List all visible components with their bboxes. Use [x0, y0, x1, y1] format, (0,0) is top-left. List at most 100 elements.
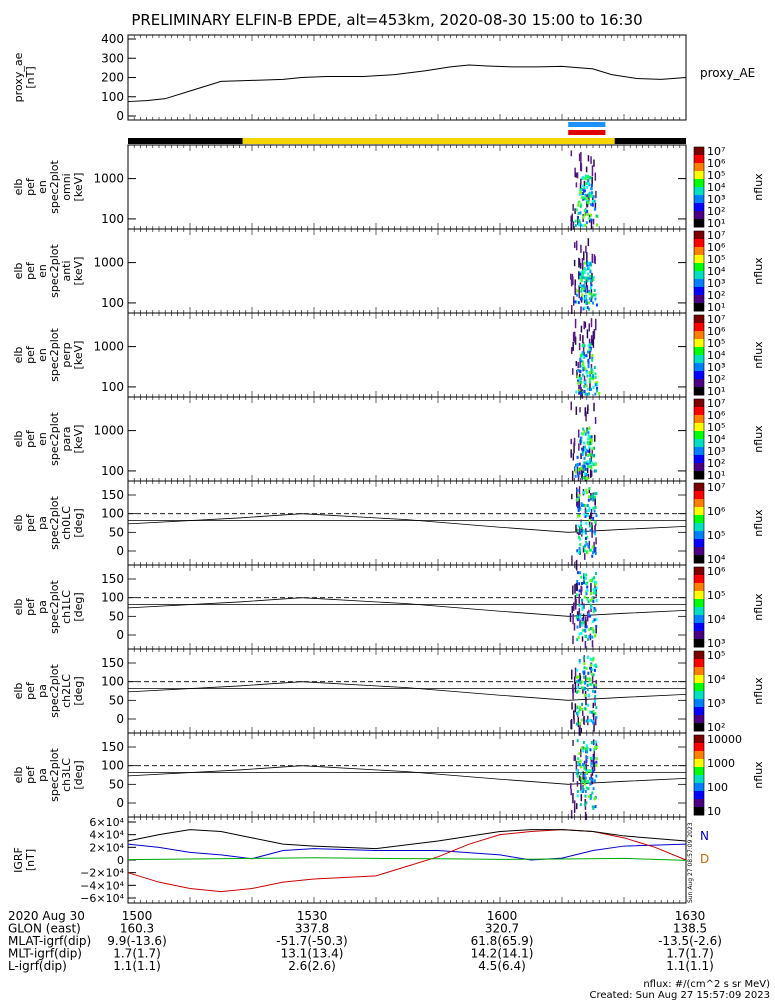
colorbar-tick: 10¹ — [707, 301, 725, 314]
spectrogram-pixel — [590, 203, 593, 207]
spectrogram-pixel — [586, 677, 589, 681]
spectrogram-pixel — [582, 686, 585, 690]
spectrogram-dash — [586, 329, 589, 339]
spectrogram-pixel — [588, 348, 591, 352]
colorbar-swatch — [694, 147, 704, 156]
spectrogram-dash — [582, 687, 584, 694]
spectrogram-pixel — [580, 364, 583, 368]
spectrogram-pixel — [585, 354, 588, 358]
colorbar-swatch — [694, 531, 704, 540]
spectrogram-dash — [580, 585, 582, 596]
spectrogram-pixel — [585, 666, 588, 670]
spectrogram-pixel — [584, 286, 587, 290]
spectrogram-dash — [585, 763, 588, 773]
spectrogram-dash — [591, 253, 594, 264]
spectrogram-dash — [575, 240, 578, 251]
spectrogram-pixel — [585, 509, 588, 513]
colorbar-tick: 10⁵ — [707, 529, 725, 542]
spectrogram-pixel — [591, 596, 594, 600]
spectrogram-pixel — [583, 687, 586, 691]
spectrogram-pixel — [586, 585, 589, 589]
spectrogram-pixel — [590, 741, 593, 745]
spectrogram-pixel — [583, 464, 586, 468]
spectrogram-pixel — [592, 787, 595, 791]
spectrogram-pixel — [575, 675, 578, 679]
spectrogram-dash — [587, 193, 590, 202]
spectrogram-pixel — [577, 505, 580, 509]
spectrogram-pixel — [575, 293, 578, 297]
spectrogram-ylabel: [deg] — [72, 676, 85, 705]
spectrogram-pixel — [581, 297, 584, 301]
spectrogram-pixel — [586, 535, 589, 539]
proxy-ae-ylabel: proxy_ae — [12, 52, 25, 102]
spectrogram-dash — [573, 331, 576, 343]
ephem-label: 2020 Aug 30 — [8, 909, 85, 923]
spectrogram-pixel — [579, 440, 582, 444]
spectrogram-pixel — [584, 531, 587, 535]
spectrogram-pixel — [586, 440, 589, 444]
spectrogram-dash — [574, 279, 576, 286]
spectrogram-dash — [592, 709, 595, 718]
spectrogram-pixel — [582, 287, 585, 291]
spectrogram-pixel — [595, 617, 598, 621]
spectrogram-pixel — [582, 363, 585, 367]
spectrogram-pixel — [591, 545, 594, 549]
spectrogram-dash — [591, 525, 593, 534]
colorbar-swatch — [694, 751, 704, 760]
spectrogram-pixel — [586, 179, 589, 183]
colorbar-swatch — [694, 547, 704, 556]
spectrogram-pixel — [593, 453, 596, 457]
spectrogram-pixel — [581, 623, 584, 627]
spectrogram-dash — [592, 338, 595, 348]
colorbar-swatch — [694, 171, 704, 180]
spectrogram-pixel — [584, 776, 587, 780]
colorbar-label: nflux — [752, 509, 765, 537]
spectrogram-pixel — [592, 599, 595, 603]
spectrogram-dash — [591, 165, 594, 177]
igrf-legend-d: D — [700, 852, 709, 866]
spectrogram-ylabel: spec2plot — [48, 160, 61, 214]
spectrogram-pixel — [587, 655, 590, 659]
colorbar-swatch — [694, 271, 704, 280]
spectrogram-dash — [595, 628, 597, 634]
spectrogram-pixel — [583, 661, 586, 665]
spectrogram-pixel — [594, 740, 597, 744]
spectrogram-ylabel: [deg] — [72, 592, 85, 621]
spectrogram-pixel — [593, 576, 596, 580]
spectrogram-pixel — [582, 284, 585, 288]
spectrogram-pixel — [580, 502, 583, 506]
spectrogram-pixel — [580, 352, 583, 356]
colorbar-swatch — [694, 631, 704, 640]
spectrogram-pixel — [588, 509, 591, 513]
spectrogram-pixel — [581, 449, 584, 453]
spectrogram-pixel — [585, 540, 588, 544]
spectrogram-pixel — [578, 505, 581, 509]
proxy-ae-line — [127, 64, 687, 103]
spectrogram-pixel — [586, 374, 589, 378]
colorbar-swatch — [694, 415, 704, 424]
colorbar-swatch — [694, 331, 704, 340]
spectrogram-dash — [592, 331, 595, 339]
colorbar-tick: 10¹ — [707, 385, 725, 398]
spectrogram-pixel — [588, 506, 591, 510]
spectrogram-pixel — [596, 383, 599, 387]
spectrogram-dash — [583, 251, 585, 261]
spectrogram-pixel — [584, 544, 587, 548]
spectrogram-pixel — [591, 658, 594, 662]
colorbar-tick: 10² — [707, 289, 725, 302]
spectrogram-pixel — [594, 805, 597, 809]
colorbar-swatch — [694, 439, 704, 448]
spectrogram-pixel — [588, 370, 591, 374]
spectrogram-pixel — [588, 426, 591, 430]
colorbar-swatch — [694, 247, 704, 256]
spectrogram-pixel — [585, 582, 588, 586]
ephem-value: 1500 — [122, 909, 153, 923]
spectrogram-pixel — [583, 578, 586, 582]
spectrogram-pixel — [577, 379, 580, 383]
pitch-angle-ytick: 50 — [109, 777, 124, 791]
spectrogram-dash — [579, 357, 581, 368]
spectrogram-data — [570, 739, 598, 821]
spectrogram-ylabel: [deg] — [72, 508, 85, 537]
spectrogram-pixel — [595, 303, 598, 307]
spectrogram-pixel — [580, 436, 583, 440]
